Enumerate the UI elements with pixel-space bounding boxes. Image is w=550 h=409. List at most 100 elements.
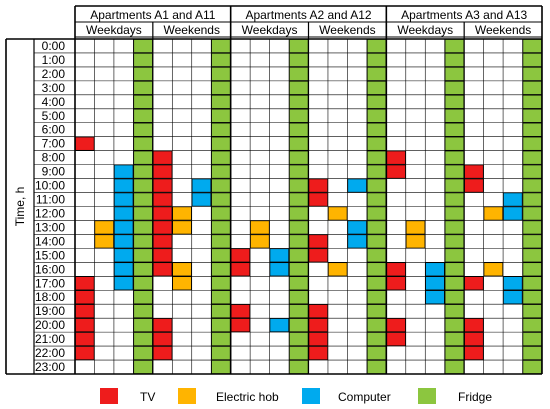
usage-cell-tv bbox=[152, 262, 173, 277]
usage-cell-fridge bbox=[444, 122, 465, 137]
usage-cell-fridge bbox=[211, 136, 231, 151]
usage-cell-comp bbox=[503, 192, 523, 207]
usage-cell-hob bbox=[94, 234, 114, 249]
usage-cell-fridge bbox=[211, 53, 231, 67]
usage-cell-tv bbox=[308, 178, 328, 193]
usage-cell-fridge bbox=[366, 206, 387, 221]
usage-cell-fridge bbox=[522, 206, 542, 221]
usage-cell-hob bbox=[172, 220, 192, 235]
usage-cell-tv bbox=[152, 234, 173, 249]
usage-cell-fridge bbox=[211, 248, 231, 263]
usage-cell-fridge bbox=[289, 206, 309, 221]
time-label: 23:00 bbox=[35, 360, 65, 374]
usage-cell-fridge bbox=[444, 346, 465, 360]
time-label: 12:00 bbox=[35, 206, 65, 220]
usage-cell-comp bbox=[425, 262, 445, 277]
usage-cell-fridge bbox=[289, 150, 309, 165]
usage-cell-fridge bbox=[211, 290, 231, 305]
usage-cell-fridge bbox=[211, 360, 231, 374]
usage-cell-tv bbox=[152, 248, 173, 263]
usage-cell-fridge bbox=[444, 360, 465, 374]
usage-cell-tv bbox=[230, 248, 251, 263]
usage-cell-comp bbox=[191, 192, 212, 207]
usage-cell-comp bbox=[347, 234, 367, 249]
legend-swatch-tv bbox=[100, 388, 118, 404]
time-label: 15:00 bbox=[35, 248, 65, 262]
usage-cell-hob bbox=[328, 206, 348, 221]
usage-cell-fridge bbox=[289, 332, 309, 346]
usage-cell-fridge bbox=[289, 164, 309, 179]
usage-cell-hob bbox=[405, 220, 426, 235]
usage-cell-fridge bbox=[289, 80, 309, 95]
usage-cell-fridge bbox=[289, 346, 309, 360]
usage-cell-fridge bbox=[522, 94, 542, 109]
usage-cell-tv bbox=[386, 318, 406, 333]
group-header: Apartments A1 and A11 bbox=[90, 8, 216, 22]
usage-cell-fridge bbox=[522, 122, 542, 137]
time-label: 11:00 bbox=[36, 193, 65, 207]
usage-cell-tv bbox=[152, 206, 173, 221]
usage-cell-fridge bbox=[211, 332, 231, 346]
y-axis-label: Time, h bbox=[13, 187, 27, 227]
usage-cell-fridge bbox=[211, 178, 231, 193]
usage-cell-fridge bbox=[289, 234, 309, 249]
usage-cell-fridge bbox=[444, 192, 465, 207]
usage-cell-tv bbox=[308, 332, 328, 346]
usage-cell-fridge bbox=[133, 234, 153, 249]
usage-cell-comp bbox=[503, 276, 523, 291]
usage-cell-comp bbox=[114, 164, 134, 179]
usage-cell-fridge bbox=[133, 192, 153, 207]
time-label: 13:00 bbox=[35, 220, 65, 234]
usage-cell-fridge bbox=[522, 39, 542, 53]
usage-cell-tv bbox=[308, 346, 328, 360]
usage-cell-tv bbox=[152, 192, 173, 207]
usage-cell-tv bbox=[230, 262, 251, 277]
usage-cell-fridge bbox=[366, 332, 387, 346]
time-label: 5:00 bbox=[42, 109, 66, 123]
usage-cell-fridge bbox=[522, 360, 542, 374]
usage-cell-fridge bbox=[133, 262, 153, 277]
usage-cell-fridge bbox=[444, 94, 465, 109]
usage-cell-fridge bbox=[444, 304, 465, 319]
legend-label-fridge: Fridge bbox=[458, 390, 492, 404]
usage-cell-fridge bbox=[289, 304, 309, 319]
usage-cell-fridge bbox=[289, 220, 309, 235]
usage-cell-fridge bbox=[366, 122, 387, 137]
usage-cell-fridge bbox=[211, 122, 231, 137]
usage-cell-hob bbox=[328, 262, 348, 277]
period-header: Weekends bbox=[319, 23, 375, 37]
usage-cell-fridge bbox=[211, 318, 231, 333]
usage-cell-fridge bbox=[444, 39, 465, 53]
usage-cell-comp bbox=[114, 262, 134, 277]
legend-swatch-fridge bbox=[418, 388, 436, 404]
usage-cell-fridge bbox=[522, 136, 542, 151]
usage-cell-fridge bbox=[366, 178, 387, 193]
usage-cell-fridge bbox=[522, 346, 542, 360]
usage-cell-fridge bbox=[366, 304, 387, 319]
usage-cell-fridge bbox=[366, 248, 387, 263]
usage-cell-fridge bbox=[444, 248, 465, 263]
usage-cell-fridge bbox=[444, 136, 465, 151]
usage-cell-fridge bbox=[211, 234, 231, 249]
usage-cell-comp bbox=[114, 248, 134, 263]
usage-cell-fridge bbox=[289, 318, 309, 333]
usage-cell-fridge bbox=[366, 80, 387, 95]
usage-cell-fridge bbox=[444, 206, 465, 221]
usage-cell-fridge bbox=[444, 290, 465, 305]
usage-cell-tv bbox=[75, 318, 95, 333]
usage-cell-fridge bbox=[522, 150, 542, 165]
legend-label-tv: TV bbox=[140, 390, 155, 404]
legend-label-comp: Computer bbox=[338, 390, 391, 404]
usage-cell-tv bbox=[386, 332, 406, 346]
group-header: Apartments A3 and A13 bbox=[401, 8, 527, 22]
usage-cell-comp bbox=[114, 178, 134, 193]
time-label: 20:00 bbox=[35, 318, 65, 332]
usage-cell-fridge bbox=[444, 164, 465, 179]
usage-cell-fridge bbox=[366, 276, 387, 291]
time-label: 0:00 bbox=[42, 39, 66, 53]
time-label: 8:00 bbox=[42, 151, 66, 165]
usage-cell-fridge bbox=[289, 262, 309, 277]
usage-cell-tv bbox=[386, 262, 406, 277]
usage-cell-hob bbox=[483, 206, 503, 221]
